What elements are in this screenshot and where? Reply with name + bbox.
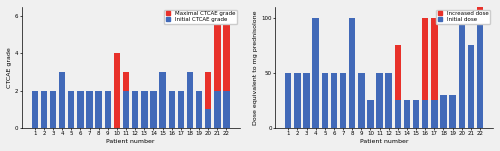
Bar [224, 91, 230, 128]
X-axis label: Patient number: Patient number [360, 139, 408, 144]
Bar [132, 91, 138, 128]
Bar [468, 45, 474, 128]
Bar [205, 72, 212, 109]
Bar [376, 73, 383, 128]
Bar [285, 73, 292, 128]
Bar [386, 73, 392, 128]
Bar [205, 109, 212, 128]
Bar [422, 18, 428, 100]
Bar [168, 91, 175, 128]
Bar [150, 91, 156, 128]
Bar [68, 91, 74, 128]
Bar [450, 95, 456, 128]
Bar [367, 100, 374, 128]
Bar [294, 73, 300, 128]
Bar [86, 91, 92, 128]
Bar [178, 91, 184, 128]
Bar [477, 0, 483, 18]
Bar [322, 73, 328, 128]
Bar [196, 91, 202, 128]
Bar [477, 18, 483, 128]
Bar [77, 91, 84, 128]
Bar [187, 72, 193, 128]
Bar [40, 91, 47, 128]
Y-axis label: CTCAE grade: CTCAE grade [7, 47, 12, 88]
Bar [431, 100, 438, 128]
Bar [358, 73, 364, 128]
Bar [96, 91, 102, 128]
Bar [123, 72, 130, 91]
Legend: Maximal CTCAE grade, Initial CTCAE grade: Maximal CTCAE grade, Initial CTCAE grade [164, 10, 237, 24]
Bar [440, 95, 446, 128]
Bar [349, 18, 356, 128]
Bar [340, 73, 346, 128]
Bar [160, 72, 166, 128]
Legend: Increased dose, Initial dose: Increased dose, Initial dose [436, 10, 490, 24]
Bar [214, 91, 220, 128]
X-axis label: Patient number: Patient number [106, 139, 155, 144]
Bar [32, 91, 38, 128]
Bar [312, 18, 319, 128]
Y-axis label: Dose equivalent to mg prednisolone: Dose equivalent to mg prednisolone [254, 10, 258, 125]
Bar [431, 18, 438, 100]
Bar [404, 100, 410, 128]
Bar [50, 91, 56, 128]
Bar [59, 72, 66, 128]
Bar [141, 91, 148, 128]
Bar [413, 100, 420, 128]
Bar [458, 18, 465, 128]
Bar [394, 45, 401, 100]
Bar [104, 91, 111, 128]
Bar [214, 16, 220, 91]
Bar [123, 91, 130, 128]
Bar [330, 73, 337, 128]
Bar [304, 73, 310, 128]
Bar [394, 100, 401, 128]
Bar [114, 53, 120, 128]
Bar [422, 100, 428, 128]
Bar [224, 16, 230, 91]
